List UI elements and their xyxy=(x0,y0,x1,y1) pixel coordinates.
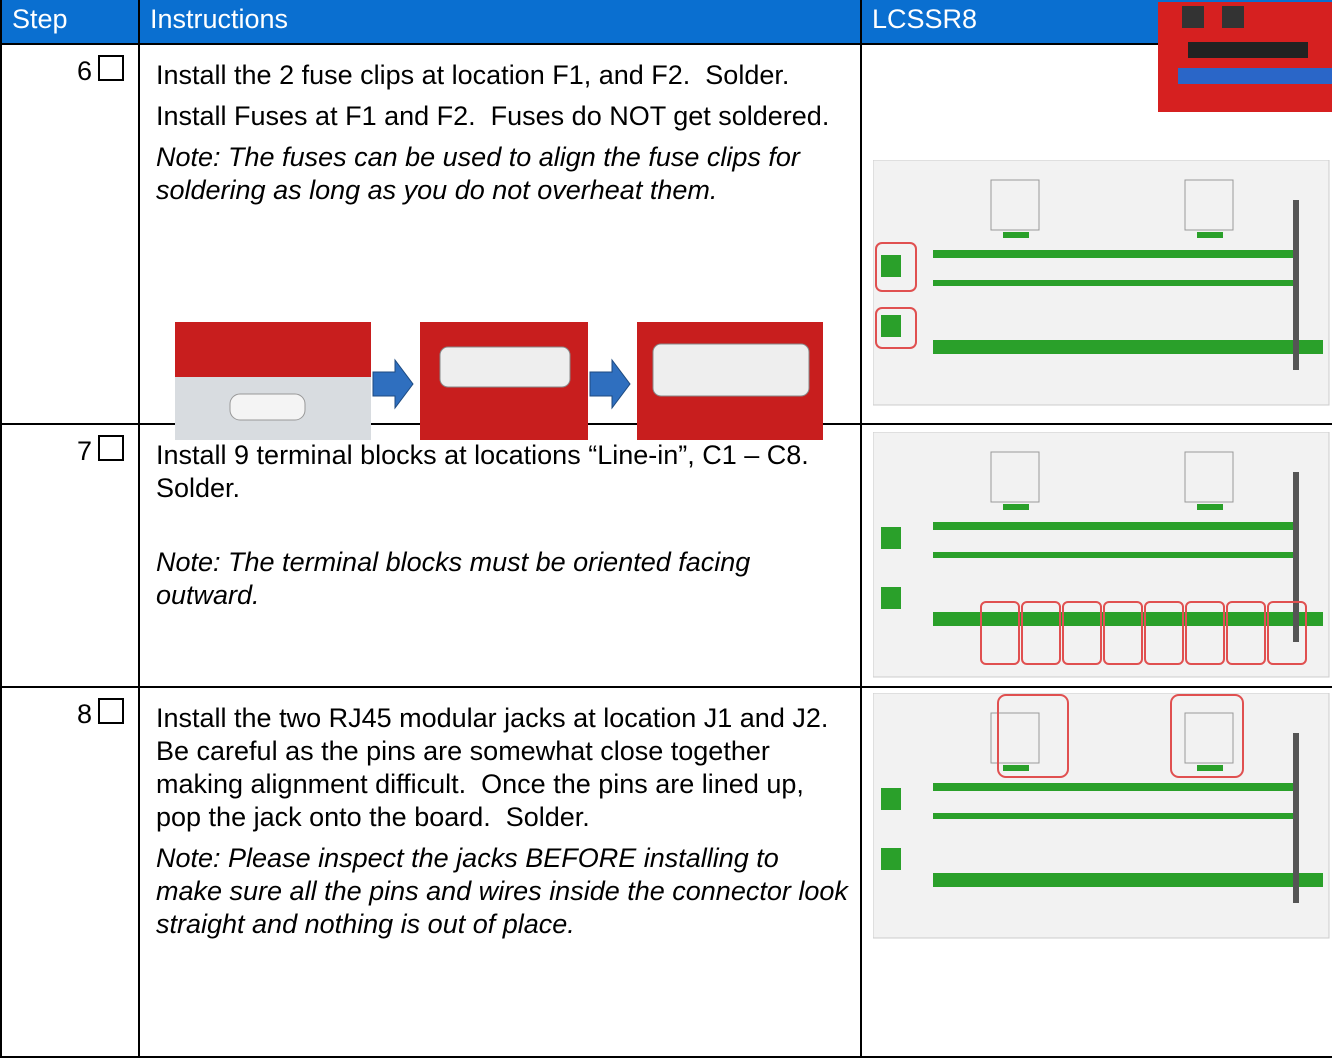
image-cell xyxy=(862,45,1332,425)
checkbox[interactable] xyxy=(98,698,124,724)
image-cell xyxy=(862,425,1332,688)
instruction: Install Fuses at F1 and F2. Fuses do NOT… xyxy=(156,101,830,131)
header-instructions: Instructions xyxy=(140,0,862,45)
step-cell: 7 xyxy=(0,425,140,688)
step-number: 8 xyxy=(76,699,92,729)
note: Note: The fuses can be used to align the… xyxy=(156,142,808,205)
board-photo xyxy=(1158,2,1332,112)
step-number: 6 xyxy=(76,56,92,86)
board-diagram xyxy=(873,432,1330,678)
note: Note: The terminal blocks must be orient… xyxy=(156,547,758,610)
step-cell: 6 xyxy=(0,45,140,425)
fuse-photos xyxy=(175,322,823,440)
board-diagram xyxy=(873,160,1330,406)
checkbox[interactable] xyxy=(98,435,124,461)
step-number: 7 xyxy=(76,436,92,466)
instructions-cell: Install 9 terminal blocks at locations “… xyxy=(140,425,862,688)
instructions-cell: Install the 2 fuse clips at location F1,… xyxy=(140,45,862,425)
instruction: Install 9 terminal blocks at locations “… xyxy=(156,440,824,503)
note: Note: Please inspect the jacks BEFORE in… xyxy=(156,843,856,939)
instruction: Install the 2 fuse clips at location F1,… xyxy=(156,60,790,90)
header-step: Step xyxy=(0,0,140,45)
instructions-cell: Install the two RJ45 modular jacks at lo… xyxy=(140,688,862,1058)
step-cell: 8 xyxy=(0,688,140,1058)
checkbox[interactable] xyxy=(98,55,124,81)
board-diagram xyxy=(873,693,1330,939)
instruction: Install the two RJ45 modular jacks at lo… xyxy=(156,703,836,832)
